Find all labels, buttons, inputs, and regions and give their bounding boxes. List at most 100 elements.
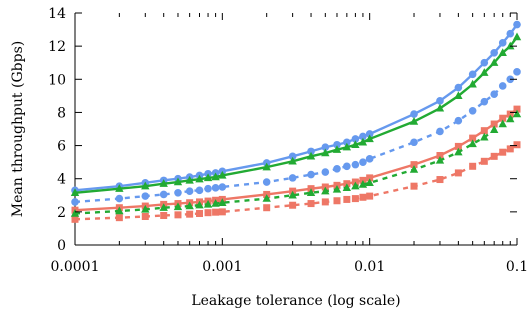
- data-point: [141, 192, 150, 200]
- data-point: [435, 155, 445, 164]
- data-point: [343, 195, 351, 203]
- data-point: [203, 173, 213, 182]
- data-point: [262, 162, 271, 171]
- data-point: [490, 120, 498, 128]
- data-point: [306, 151, 316, 160]
- data-point: [490, 152, 498, 160]
- y-tick-label: 10: [48, 72, 66, 88]
- data-point: [358, 180, 368, 188]
- data-point: [343, 138, 351, 147]
- data-point: [204, 184, 212, 193]
- series-line: [74, 71, 518, 204]
- data-point: [480, 68, 489, 76]
- data-point: [70, 188, 80, 196]
- data-point: [262, 194, 271, 202]
- data-point: [321, 148, 330, 157]
- data-point: [480, 58, 489, 67]
- data-point: [288, 190, 297, 199]
- data-point: [468, 139, 477, 148]
- data-point: [115, 206, 124, 215]
- data-point: [366, 192, 374, 200]
- data-point: [195, 186, 204, 195]
- data-point: [333, 140, 341, 149]
- data-point: [409, 165, 419, 173]
- data-point: [351, 160, 360, 169]
- data-point: [506, 114, 515, 123]
- y-tick-label: 4: [57, 172, 66, 188]
- data-point: [454, 147, 463, 156]
- series-layer: [70, 20, 522, 223]
- data-point: [359, 132, 367, 141]
- data-point: [454, 116, 463, 125]
- data-point: [366, 174, 374, 182]
- data-point: [410, 182, 418, 190]
- data-point: [204, 209, 212, 217]
- data-point: [332, 145, 342, 153]
- data-point: [307, 200, 315, 208]
- data-point: [359, 193, 367, 201]
- x-tick-label: 0.01: [354, 259, 385, 275]
- data-point: [211, 199, 220, 207]
- data-point: [468, 106, 477, 115]
- data-point: [218, 183, 227, 191]
- data-point: [174, 189, 182, 197]
- data-point: [173, 202, 183, 211]
- data-point: [469, 162, 477, 170]
- data-point: [288, 156, 297, 165]
- data-point: [498, 48, 507, 56]
- data-point: [321, 143, 330, 152]
- data-point: [410, 138, 418, 147]
- data-point: [115, 214, 123, 222]
- data-point: [159, 179, 168, 187]
- data-point: [358, 137, 368, 146]
- data-point: [306, 188, 316, 196]
- data-point: [365, 134, 374, 143]
- data-point: [498, 82, 507, 90]
- data-point: [365, 155, 374, 163]
- data-point: [212, 208, 220, 216]
- data-point: [185, 201, 194, 210]
- data-point: [262, 178, 271, 186]
- series-2: [71, 68, 521, 206]
- data-point: [506, 41, 515, 50]
- series-line: [74, 36, 518, 194]
- data-point: [342, 183, 352, 192]
- data-point: [454, 83, 463, 92]
- series-line: [74, 113, 518, 215]
- data-point: [288, 174, 297, 182]
- data-point: [480, 132, 489, 141]
- data-point: [185, 175, 194, 184]
- tick-layer: 0 2 4 6 8 10 12 14 0.0001 0.001 0.01 0.1: [48, 6, 528, 275]
- data-point: [70, 209, 80, 217]
- data-point: [468, 79, 477, 88]
- data-point: [321, 186, 330, 195]
- data-point: [211, 172, 220, 181]
- data-point: [115, 194, 124, 203]
- data-point: [506, 110, 514, 118]
- series-line: [74, 23, 518, 192]
- data-point: [333, 197, 341, 205]
- data-point: [211, 184, 220, 192]
- data-point: [115, 184, 124, 192]
- y-tick-label: 2: [57, 205, 66, 221]
- data-point: [513, 105, 521, 113]
- y-tick-label: 12: [48, 39, 66, 55]
- data-point: [160, 212, 168, 220]
- data-point: [480, 97, 489, 106]
- y-tick-label: 14: [48, 6, 66, 22]
- data-point: [498, 39, 507, 47]
- data-point: [186, 210, 194, 218]
- data-point: [307, 170, 315, 179]
- data-point: [490, 90, 498, 98]
- data-point: [480, 127, 488, 135]
- x-tick-label: 0.1: [506, 259, 528, 275]
- data-point: [333, 164, 341, 173]
- data-point: [499, 148, 507, 156]
- data-point: [409, 117, 419, 125]
- data-point: [489, 58, 499, 66]
- y-tick-label: 0: [57, 238, 66, 254]
- data-point: [289, 201, 297, 209]
- data-point: [512, 32, 522, 41]
- y-tick-label: 6: [57, 139, 66, 155]
